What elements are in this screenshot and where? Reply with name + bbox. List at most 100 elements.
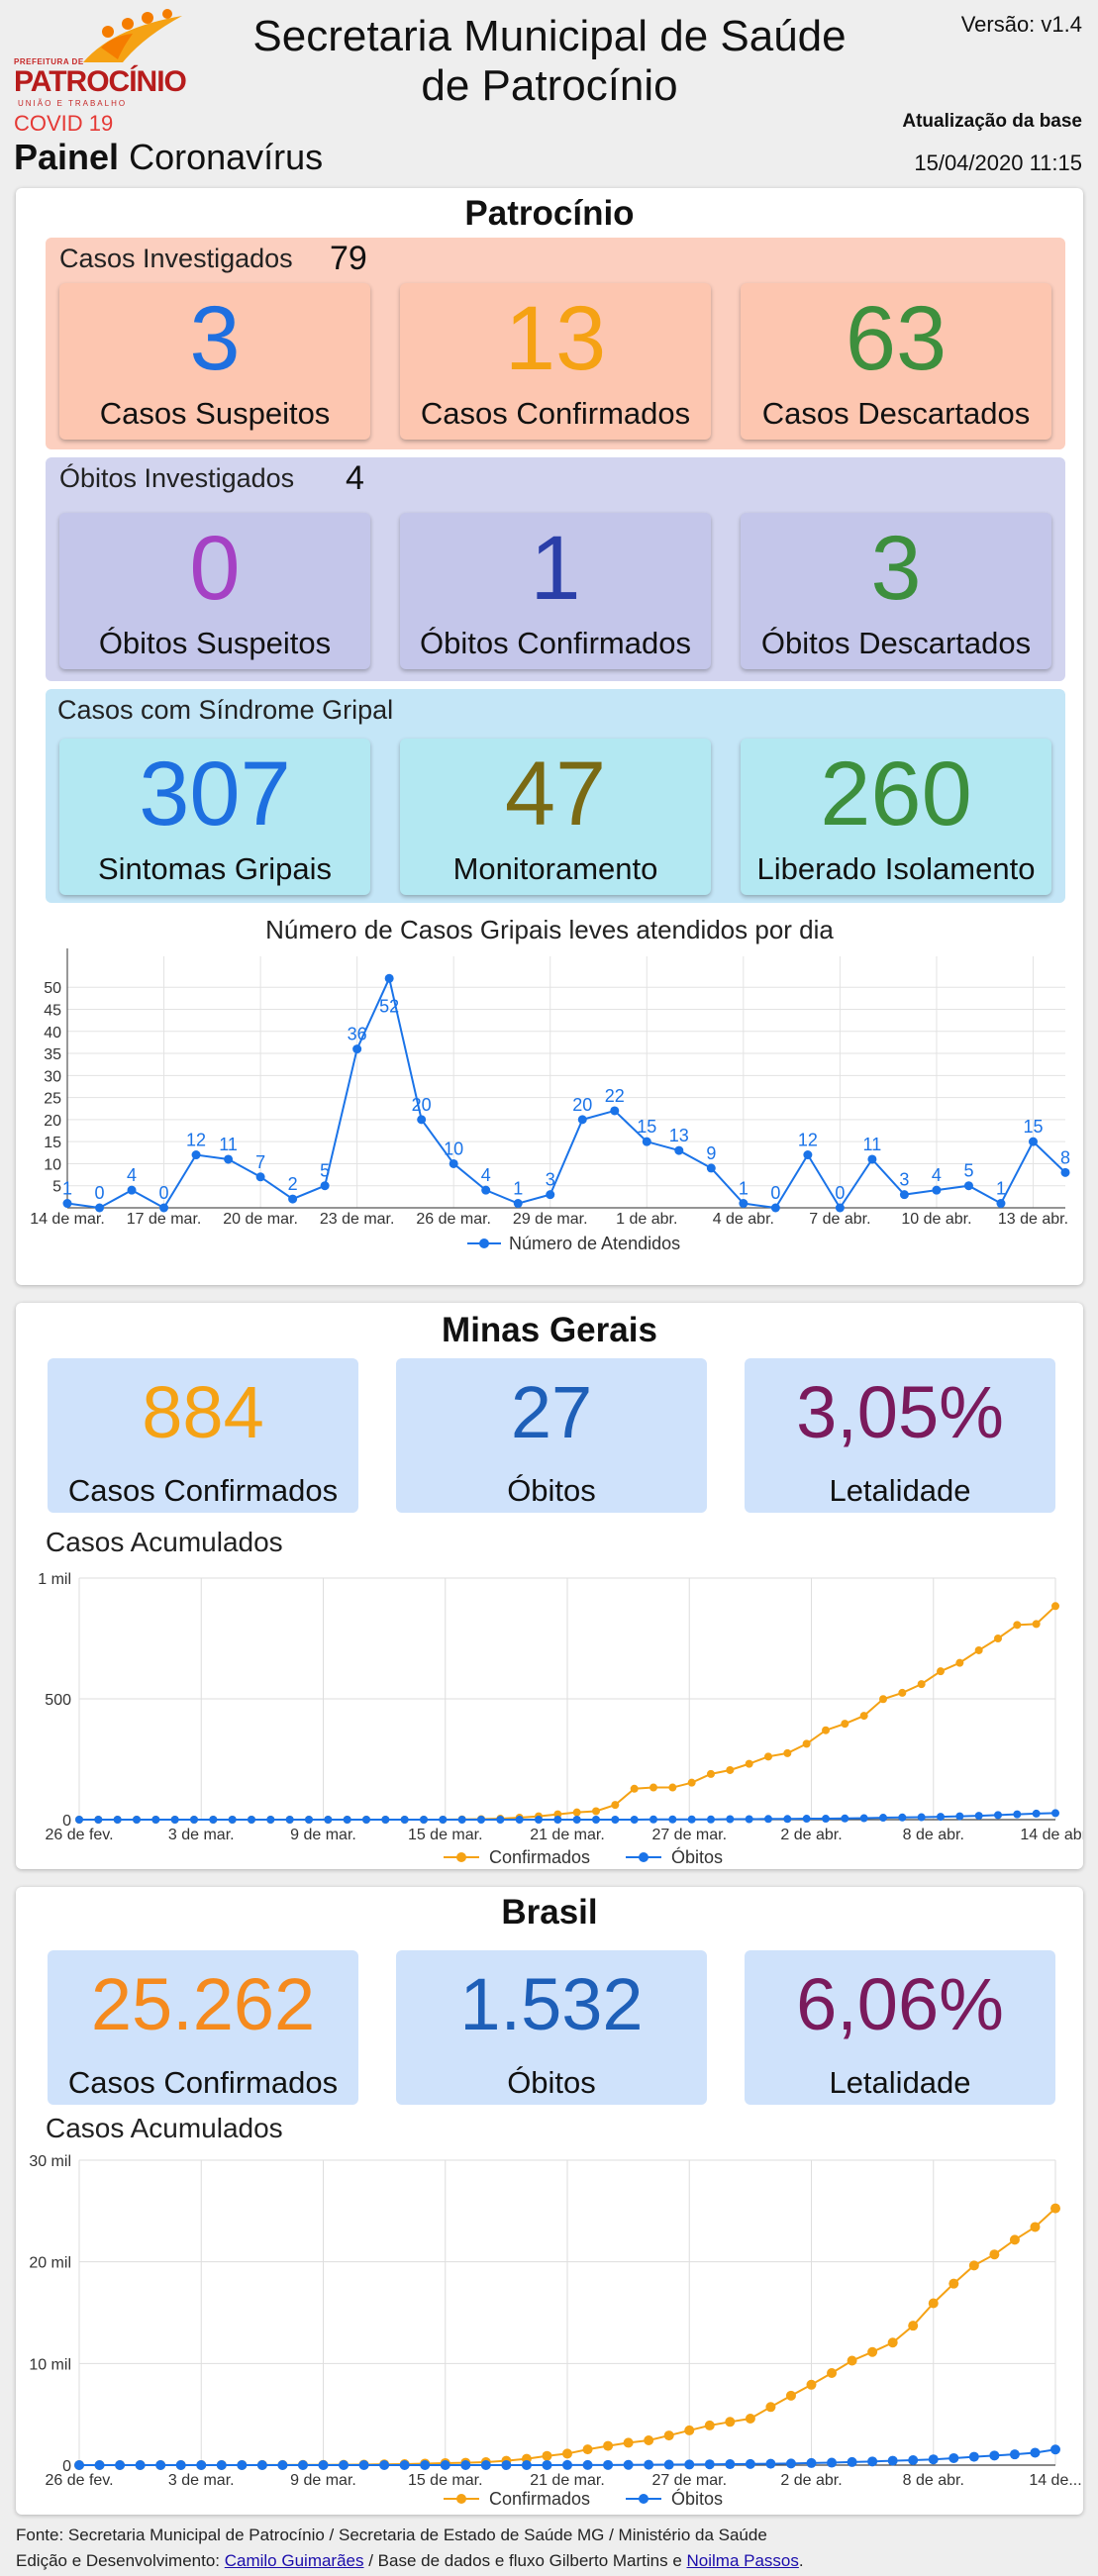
chart1-xtick-label: 29 de mar.: [513, 1211, 588, 1228]
chart2-point: [937, 1813, 945, 1822]
chart2-point: [668, 1815, 677, 1824]
chart3-point: [928, 2454, 939, 2465]
br-obitos-tile: 1.532 Óbitos: [396, 1950, 707, 2105]
chart2-point: [649, 1815, 657, 1824]
camilo-link[interactable]: Camilo Guimarães: [224, 2551, 364, 2570]
chart3-point: [399, 2460, 410, 2470]
chart3-point: [1050, 2203, 1060, 2214]
chart3-point: [887, 2455, 898, 2466]
br-chart-title: Casos Acumulados: [46, 2113, 283, 2143]
chart1-ytick-label: 20: [44, 1113, 61, 1130]
chart3-point: [623, 2459, 634, 2470]
chart1-point: [127, 1185, 137, 1195]
chart1-point: [62, 1199, 72, 1209]
chart2-point: [707, 1815, 715, 1824]
chart1-point: [320, 1181, 330, 1191]
chart3-xtick-label: 21 de mar.: [530, 2472, 605, 2489]
chart1-ytick-label: 50: [44, 980, 61, 997]
liberado-isolamento-label: Liberado Isolamento: [756, 851, 1036, 886]
chart2-point: [190, 1816, 198, 1824]
chart1-data-label: 0: [95, 1183, 105, 1203]
minas-gerais-title: Minas Gerais: [442, 1311, 657, 1349]
chart3-point: [542, 2450, 552, 2461]
chart2-point: [381, 1816, 390, 1824]
chart1-data-label: 11: [219, 1135, 238, 1154]
br-letalidade-tile: 6,06% Letalidade: [745, 1950, 1055, 2105]
chart1-point: [191, 1150, 201, 1160]
obitos-suspeitos-tile: 0 Óbitos Suspeitos: [59, 513, 370, 669]
chart3-ytick-label: 0: [62, 2458, 71, 2475]
chart1-ytick-label: 40: [44, 1025, 61, 1041]
noilma-link[interactable]: Noilma Passos: [686, 2551, 799, 2570]
mg-confirmados-tile: 884 Casos Confirmados: [48, 1358, 358, 1513]
chart2-point: [994, 1811, 1002, 1820]
chart3-point: [196, 2460, 207, 2470]
chart2-point: [783, 1815, 792, 1824]
chart2-point: [879, 1814, 887, 1823]
chart2-point: [248, 1816, 255, 1824]
chart1-data-label: 13: [669, 1126, 689, 1145]
chart2-point: [745, 1759, 753, 1768]
chart2-point: [572, 1816, 581, 1824]
chart2-point: [707, 1769, 715, 1778]
chart2-point: [687, 1778, 696, 1787]
chart1-data-label: 5: [963, 1161, 973, 1181]
chart2-point: [668, 1783, 677, 1792]
chart2-series-line: [79, 1812, 1056, 1821]
br-confirmados-value: 25.262: [90, 1963, 316, 2045]
br-acumulados-chart: 0 10 mil 20 mil 30 mil 26 de fev. 3 de mar. 9 …: [29, 2153, 1081, 2509]
chart1-ytick-label: 10: [44, 1156, 61, 1173]
chart2-point: [955, 1812, 964, 1821]
chart3-point: [237, 2460, 248, 2470]
chart2-ytick-label: 500: [45, 1692, 71, 1709]
chart3-point: [908, 2455, 919, 2466]
chart3-point: [663, 2430, 674, 2441]
chart2-point: [937, 1667, 945, 1676]
chart3-point: [603, 2459, 614, 2470]
chart2-point: [477, 1816, 485, 1824]
chart2-point: [649, 1783, 657, 1792]
mg-chart-title: Casos Acumulados: [46, 1527, 283, 1557]
casos-descartados-label: Casos Descartados: [761, 396, 1031, 431]
chart1-point: [610, 1106, 620, 1116]
chart1-xtick-label: 17 de mar.: [127, 1211, 202, 1228]
chart3-point: [379, 2460, 390, 2470]
chart2-xtick-label: 2 de abr.: [780, 1827, 842, 1843]
chart2-point: [802, 1815, 811, 1824]
chart2-point: [1051, 1809, 1059, 1818]
chart1-ytick-label: 5: [52, 1179, 61, 1196]
br-obitos-value: 1.532: [459, 1963, 644, 2045]
chart1-data-label: 7: [255, 1152, 265, 1172]
chart2-xtick-label: 15 de mar.: [408, 1827, 483, 1843]
chart3-point: [887, 2337, 898, 2348]
chart3-point: [1009, 2234, 1020, 2245]
chart1-point: [449, 1158, 458, 1168]
chart2-xtick-label: 26 de fev.: [45, 1827, 113, 1843]
chart2-point: [1032, 1620, 1041, 1629]
chart3-point: [948, 2452, 959, 2463]
chart2-point: [1051, 1602, 1059, 1611]
mg-obitos-label: Óbitos: [507, 1473, 596, 1508]
obitos-descartados-tile: 3 Óbitos Descartados: [741, 513, 1051, 669]
chart2-point: [841, 1814, 849, 1823]
chart3-point: [603, 2440, 614, 2451]
title-line-2: de Patrocínio: [421, 61, 678, 110]
chart2-point: [917, 1813, 926, 1822]
chart2-point: [343, 1816, 351, 1824]
sintomas-gripais-tile: 307 Sintomas Gripais: [59, 739, 370, 895]
obitos-descartados-value: 3: [870, 518, 922, 619]
chart1-xtick-label: 26 de mar.: [416, 1211, 491, 1228]
chart3-point: [94, 2460, 105, 2470]
prefeitura-logo: PREFEITURA DE PATROCÍNIO UNIÃO E TRABALH…: [14, 8, 192, 108]
mg-confirmados-value: 884: [142, 1371, 264, 1453]
chart2-point: [630, 1816, 639, 1824]
chart1-legend-marker: [479, 1238, 489, 1248]
chart2-point: [362, 1816, 370, 1824]
mg-letalidade-label: Letalidade: [829, 1473, 971, 1508]
logo-sub-text: UNIÃO E TRABALHO: [18, 99, 128, 108]
chart3-legend-marker: [456, 2494, 466, 2504]
chart1-data-label: 0: [770, 1183, 780, 1203]
monitoramento-value: 47: [504, 743, 607, 844]
chart3-point: [644, 2435, 654, 2446]
chart3-xtick-label: 8 de abr.: [903, 2472, 964, 2489]
